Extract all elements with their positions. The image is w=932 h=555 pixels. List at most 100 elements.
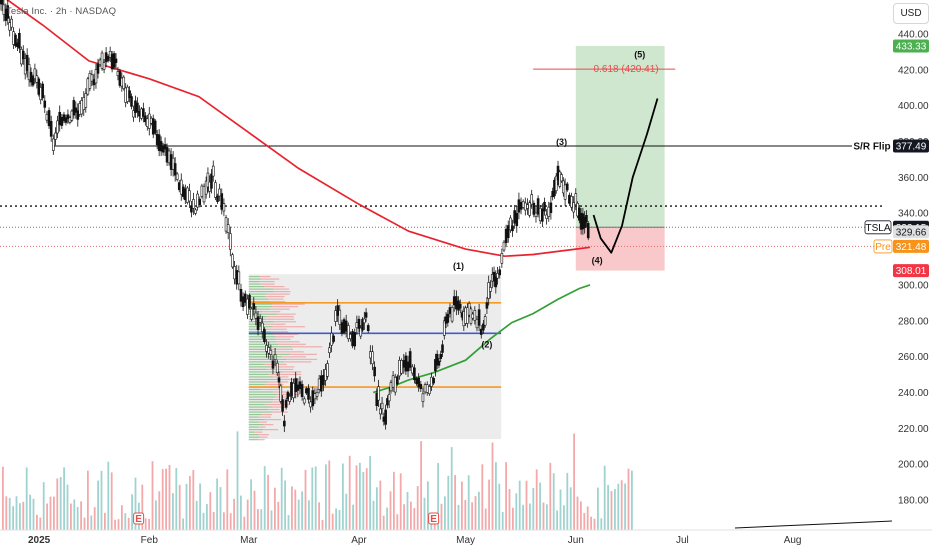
volume-bar — [39, 517, 42, 530]
x-tick-label: Feb — [141, 535, 159, 546]
profile-bar-down — [260, 283, 275, 285]
candle-body — [252, 303, 256, 310]
candle-body — [428, 386, 431, 394]
profile-bar-down — [267, 408, 280, 411]
profile-bar-up — [248, 353, 290, 355]
candle-body — [220, 193, 224, 210]
candle-body — [336, 305, 339, 316]
candle-body — [585, 215, 588, 223]
volume-bar — [141, 484, 144, 530]
volume-bar — [529, 503, 531, 530]
profile-bar-up — [248, 403, 265, 406]
profile-bar-down — [277, 313, 296, 315]
volume-bar — [569, 487, 572, 530]
y-tick-label: 340.00 — [898, 209, 929, 220]
profile-bar-down — [272, 306, 299, 308]
candle-body — [275, 362, 279, 373]
profile-bar-down — [267, 298, 284, 300]
volume-bar — [8, 497, 11, 530]
price-tag-label: 433.33 — [896, 41, 927, 52]
profile-bar-down — [264, 383, 284, 386]
earnings-marker-label: E — [135, 514, 142, 525]
price-tag — [893, 239, 929, 253]
candle-body — [100, 52, 104, 69]
volume-bar — [240, 495, 242, 530]
volume-bar — [246, 499, 249, 530]
candle-body — [326, 363, 329, 377]
y-tick-label: 200.00 — [898, 460, 929, 471]
volume-bar — [2, 466, 4, 530]
candle-body — [188, 190, 191, 202]
candle-body — [6, 5, 10, 19]
price-tag-label: 308.01 — [896, 266, 927, 277]
volume-bar — [223, 512, 225, 530]
profile-bar-down — [266, 348, 294, 350]
volume-bar — [583, 513, 586, 530]
candle-body — [92, 79, 96, 86]
profile-bar-up — [248, 356, 282, 358]
candle-body — [568, 194, 571, 204]
fib-label: 0.618 (420.41) — [594, 64, 659, 75]
profile-bar-down — [261, 413, 272, 416]
volume-bar — [603, 465, 606, 530]
volume-bar — [518, 480, 521, 530]
wave-label: (2) — [481, 340, 492, 350]
wave-labels: (1) (2) (3) (4) (5) — [453, 49, 645, 349]
profile-bar-up — [248, 393, 278, 396]
volume-bar — [386, 507, 388, 530]
volume-bar — [46, 503, 48, 530]
candle-body — [122, 76, 126, 89]
earnings-marker — [428, 512, 440, 525]
profile-bar-up — [248, 381, 268, 383]
volume-bar — [15, 496, 18, 530]
candle-body — [545, 214, 548, 219]
candle-body — [496, 273, 499, 279]
candle-body — [572, 202, 575, 213]
price-series — [0, 0, 590, 433]
price-tag — [893, 264, 929, 278]
volume-bar — [189, 476, 191, 530]
candle-body — [538, 207, 542, 222]
candle-body — [56, 120, 59, 134]
profile-bar-down — [264, 285, 285, 288]
profile-bar-up — [248, 408, 268, 411]
candle-body — [136, 102, 139, 113]
price-tag — [893, 39, 929, 53]
candle-body — [250, 308, 253, 320]
candle-body — [229, 233, 232, 250]
volume-bar — [522, 504, 524, 530]
profile-bar-down — [263, 429, 279, 431]
volume-bar — [212, 511, 215, 530]
candle-body — [532, 202, 536, 215]
candle-body — [570, 195, 573, 208]
profile-bar-down — [254, 431, 263, 433]
price-tag — [893, 225, 929, 239]
volume-bar — [155, 500, 157, 530]
y-tick-label: 420.00 — [898, 65, 929, 76]
candle-body — [76, 110, 80, 120]
volume-bar — [467, 475, 470, 530]
profile-bar-down — [275, 336, 294, 338]
candle-body — [479, 328, 483, 335]
candle-body — [269, 350, 273, 355]
candle-body — [565, 183, 569, 191]
profile-bar-up — [248, 313, 278, 315]
volume-bar — [481, 464, 484, 530]
side-label-box — [852, 139, 892, 153]
candle-body — [332, 335, 335, 342]
candle-body — [64, 117, 68, 123]
volume-bar — [274, 487, 276, 530]
currency-button[interactable]: USD — [893, 3, 929, 24]
trend-line — [734, 520, 893, 529]
profile-bar-down — [269, 308, 290, 310]
candle-body — [387, 394, 391, 402]
candle-body — [502, 241, 506, 251]
profile-bar-up — [248, 391, 273, 393]
candle-body — [506, 225, 510, 239]
volume-bar — [318, 502, 320, 530]
profile-bar-down — [292, 346, 323, 348]
candle-body — [102, 62, 106, 70]
profile-bar-down — [270, 301, 286, 303]
